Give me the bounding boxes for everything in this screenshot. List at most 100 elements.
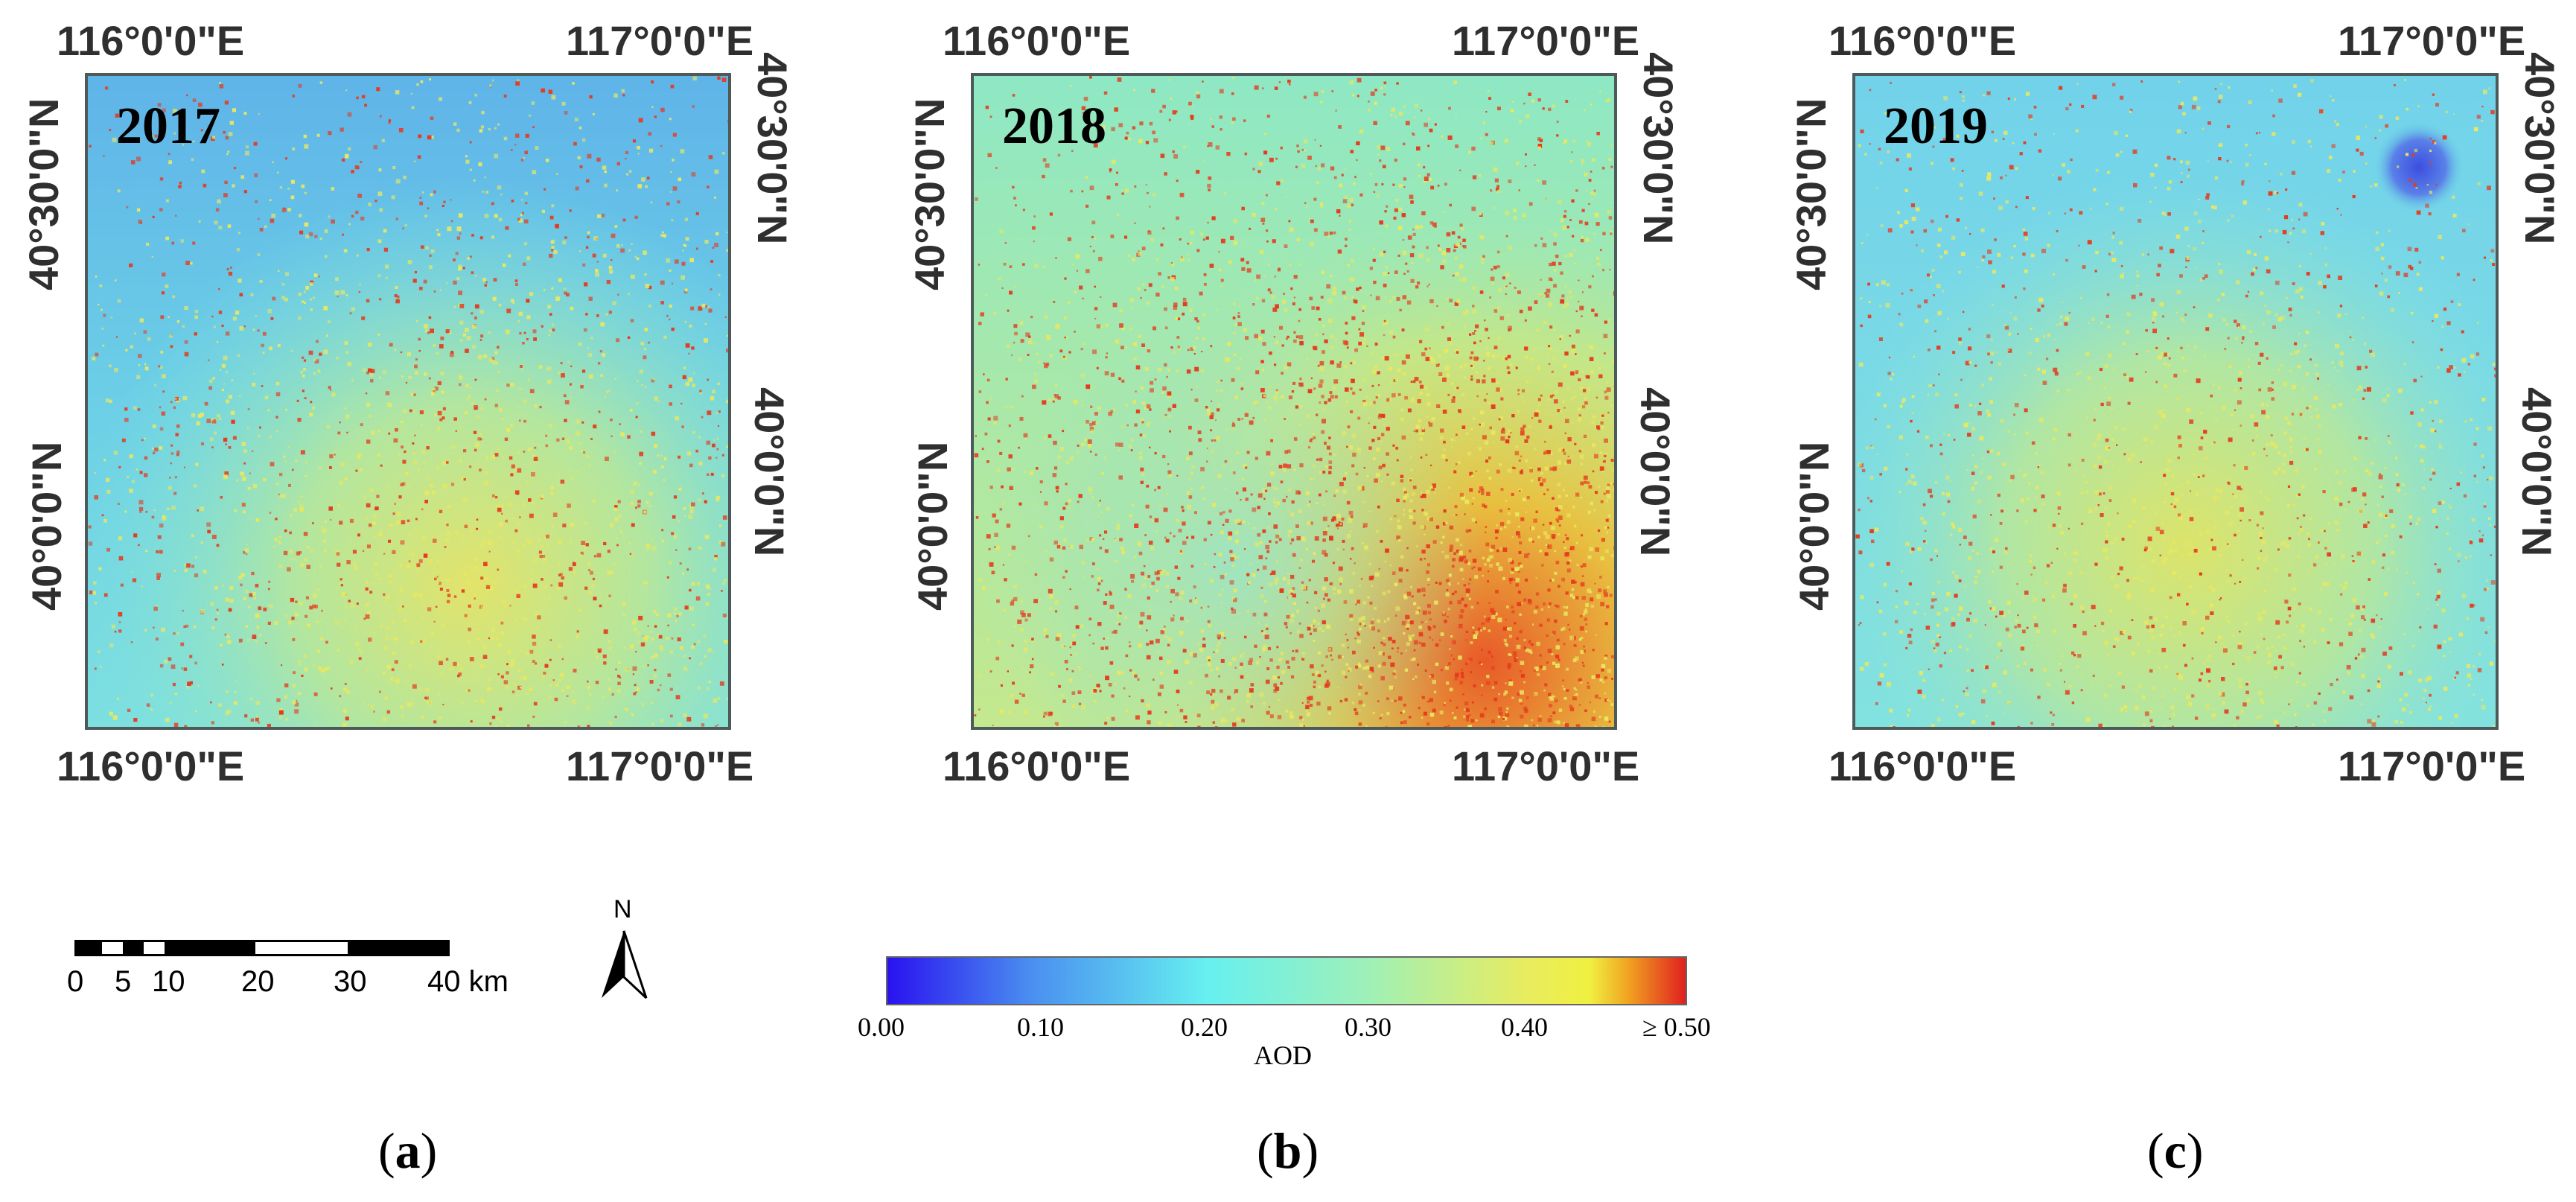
aod-pixel (363, 550, 365, 553)
aod-pixel (1287, 666, 1291, 669)
aod-pixel (1186, 369, 1191, 374)
aod-pixel (1485, 542, 1490, 547)
aod-pixel (336, 552, 340, 556)
aod-pixel (281, 296, 285, 299)
aod-pixel (1506, 433, 1508, 435)
aod-pixel (1584, 609, 1588, 614)
aod-pixel (1278, 587, 1281, 590)
aod-pixel (1443, 211, 1445, 213)
aod-pixel (1155, 530, 1158, 533)
aod-pixel (1289, 632, 1292, 635)
aod-pixel (223, 355, 228, 360)
aod-pixel (578, 608, 582, 612)
aod-pixel (1585, 237, 1590, 242)
aod-pixel (118, 621, 121, 623)
aod-pixel (485, 191, 489, 194)
aod-pixel (1321, 430, 1325, 434)
aod-pixel (1132, 356, 1137, 360)
aod-pixel (1147, 596, 1150, 600)
aod-pixel (1598, 697, 1601, 699)
aod-pixel (1412, 133, 1415, 136)
aod-pixel (1488, 556, 1492, 559)
aod-pixel (1489, 547, 1493, 552)
aod-pixel (1148, 283, 1152, 287)
aod-pixel (1267, 526, 1270, 529)
aod-pixel (279, 716, 281, 719)
aod-pixel (221, 664, 224, 666)
aod-pixel (1137, 287, 1141, 291)
aod-pixel (1423, 711, 1427, 716)
aod-pixel (401, 520, 406, 524)
aod-pixel (1554, 604, 1557, 607)
aod-pixel (1141, 401, 1146, 405)
aod-pixel (1275, 304, 1279, 309)
aod-pixel (372, 521, 376, 526)
aod-pixel (345, 414, 350, 419)
aod-pixel (335, 588, 337, 590)
aod-pixel (302, 374, 305, 378)
aod-map-2017-base (88, 76, 728, 727)
aod-pixel (348, 223, 351, 226)
aod-pixel (1220, 530, 1224, 535)
aod-pixel (407, 352, 411, 356)
aod-pixel (695, 596, 701, 601)
aod-pixel (1182, 509, 1185, 512)
aod-pixel (1463, 245, 1467, 249)
aod-pixel (1511, 535, 1514, 538)
aod-pixel (408, 375, 412, 380)
aod-pixel (1296, 144, 1299, 147)
aod-pixel (1512, 466, 1515, 469)
aod-pixel (274, 621, 278, 625)
aod-pixel (446, 531, 451, 535)
aod-pixel (453, 122, 457, 126)
aod-pixel (1289, 711, 1293, 714)
aod-pixel (635, 651, 637, 653)
aod-pixel (168, 316, 170, 319)
aod-pixel (374, 506, 378, 511)
aod-pixel (1042, 158, 1047, 162)
aod-pixel (230, 410, 235, 415)
aod-pixel (94, 472, 96, 474)
aod-pixel (1410, 468, 1413, 471)
aod-pixel (439, 509, 443, 514)
aod-pixel (637, 640, 640, 643)
aod-pixel (1074, 652, 1077, 655)
aod-pixel (1160, 153, 1165, 158)
aod-pixel (1607, 319, 1610, 321)
aod-pixel (1218, 675, 1220, 678)
aod-pixel (1143, 433, 1147, 438)
aod-pixel (1019, 693, 1021, 695)
aod-pixel (1228, 661, 1232, 666)
aod-pixel (488, 550, 491, 553)
aod-pixel (1375, 396, 1378, 399)
aod-pixel (1358, 328, 1361, 331)
aod-pixel (635, 687, 640, 691)
aod-pixel (413, 393, 416, 396)
aod-pixel (590, 438, 593, 440)
aod-pixel (564, 596, 567, 600)
aod-pixel (508, 254, 511, 258)
aod-pixel (549, 215, 554, 220)
aod-pixel (1500, 436, 1505, 441)
aod-pixel (305, 234, 310, 239)
aod-pixel (303, 134, 307, 139)
aod-pixel (1033, 599, 1038, 603)
aod-pixel (631, 243, 633, 245)
aod-pixel (413, 410, 416, 413)
aod-pixel (1505, 643, 1509, 647)
aod-pixel (1207, 521, 1211, 525)
aod-pixel (1166, 493, 1168, 495)
aod-pixel (1479, 235, 1485, 240)
aod-pixel (1491, 268, 1493, 271)
aod-pixel (1044, 315, 1048, 319)
aod-pixel (1437, 244, 1440, 247)
aod-pixel (1257, 506, 1260, 509)
aod-pixel (1264, 600, 1267, 603)
aod-pixel (436, 229, 439, 232)
aod-pixel (588, 464, 591, 466)
aod-pixel (479, 438, 482, 441)
aod-pixel (193, 625, 196, 629)
aod-pixel (1538, 419, 1542, 423)
aod-pixel (192, 98, 197, 102)
aod-pixel (1528, 640, 1531, 642)
